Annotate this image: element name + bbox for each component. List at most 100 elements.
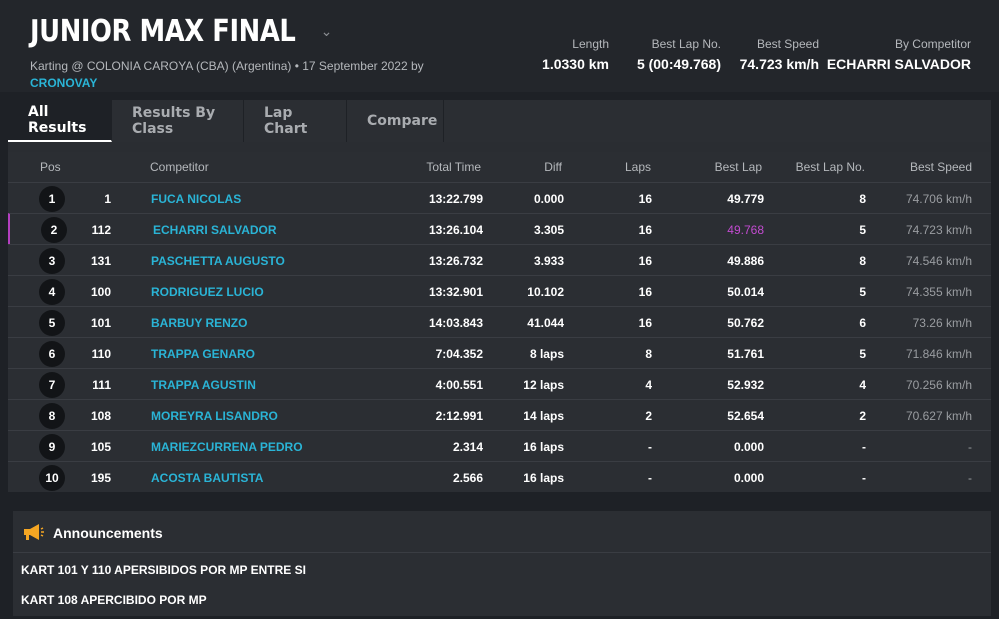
tab-all-results[interactable]: All Results — [8, 100, 112, 142]
title-wrap[interactable]: JUNIOR MAX FINAL ⌄ — [30, 14, 332, 49]
tab-compare[interactable]: Compare — [347, 100, 444, 142]
header-total-time[interactable]: Total Time — [426, 160, 481, 174]
total-time: 14:03.843 — [428, 316, 483, 330]
stat-label: Best Lap No. — [651, 37, 721, 51]
stat-value: 5 (00:49.768) — [636, 56, 721, 72]
competitor-name-link[interactable]: ACOSTA BAUTISTA — [151, 471, 264, 485]
table-row[interactable]: 7 111 TRAPPA AGUSTIN 4:00.551 12 laps 4 52.932… — [8, 368, 991, 399]
announcement-item: KART 101 Y 110 APERSIBIDOS POR MP ENTRE … — [21, 563, 306, 577]
tab-lap-chart[interactable]: Lap Chart — [244, 100, 347, 142]
stat-best-speed: Best Speed 74.723 km/h — [740, 37, 819, 72]
position-badge: 4 — [39, 279, 65, 305]
results-table: Pos Competitor Total Time Diff Laps Best… — [8, 152, 991, 492]
competitor-name-link[interactable]: RODRIGUEZ LUCIO — [151, 285, 264, 299]
table-row[interactable]: 2 112 ECHARRI SALVADOR 13:26.104 3.305 16 49.7… — [8, 213, 991, 244]
competitor-name-link[interactable]: BARBUY RENZO — [151, 316, 248, 330]
best-lap: 49.886 — [727, 254, 764, 268]
competitor-name-link[interactable]: MARIEZCURRENA PEDRO — [151, 440, 303, 454]
announcements-title: Announcements — [53, 525, 163, 541]
position-badge: 3 — [39, 248, 65, 274]
competitor-name-link[interactable]: MOREYRA LISANDRO — [151, 409, 278, 423]
stat-label: Best Speed — [756, 37, 819, 51]
best-lap: 0.000 — [733, 440, 764, 454]
best-lap: 51.761 — [727, 347, 764, 361]
laps: 16 — [638, 254, 652, 268]
competitor-name-link[interactable]: TRAPPA GENARO — [151, 347, 256, 361]
competitor-name-link[interactable]: ECHARRI SALVADOR — [153, 223, 277, 237]
competitor-name-link[interactable]: FUCA NICOLAS — [151, 192, 242, 206]
best-speed: 74.355 km/h — [905, 285, 972, 299]
best-speed: - — [968, 440, 972, 454]
total-time: 4:00.551 — [435, 378, 483, 392]
header-best-speed[interactable]: Best Speed — [909, 160, 972, 174]
diff: 41.044 — [527, 316, 564, 330]
header-competitor[interactable]: Competitor — [150, 160, 209, 174]
best-lap: 50.014 — [727, 285, 764, 299]
kart-number: 131 — [90, 254, 111, 268]
laps: 8 — [645, 347, 652, 361]
position-badge: 2 — [41, 217, 67, 243]
header-pos[interactable]: Pos — [40, 160, 61, 174]
laps: 2 — [645, 409, 652, 423]
diff: 3.933 — [533, 254, 564, 268]
best-lap-no: 8 — [859, 254, 866, 268]
table-row[interactable]: 10 195 ACOSTA BAUTISTA 2.566 16 laps - 0.000 - - — [8, 461, 991, 492]
header-best-lap-no[interactable]: Best Lap No. — [795, 160, 865, 174]
diff: 0.000 — [533, 192, 564, 206]
announcements-header: Announcements — [13, 511, 991, 553]
table-row[interactable]: 8 108 MOREYRA LISANDRO 2:12.991 14 laps 2 52.6… — [8, 399, 991, 430]
tab-divider — [8, 142, 991, 152]
results-tabs: All Results Results By Class Lap Chart C… — [8, 100, 991, 142]
best-speed: 70.627 km/h — [905, 409, 972, 423]
total-time: 13:26.104 — [428, 223, 483, 237]
position-badge: 7 — [39, 372, 65, 398]
megaphone-icon — [24, 524, 44, 540]
best-speed: 74.706 km/h — [905, 192, 972, 206]
best-lap-no: 2 — [859, 409, 866, 423]
diff: 16 laps — [523, 471, 564, 485]
chevron-down-icon[interactable]: ⌄ — [320, 23, 333, 39]
header-diff[interactable]: Diff — [544, 160, 562, 174]
total-time: 13:22.799 — [428, 192, 483, 206]
best-lap: 52.654 — [727, 409, 764, 423]
kart-number: 105 — [90, 440, 111, 454]
total-time: 13:26.732 — [428, 254, 483, 268]
announcements-panel: Announcements KART 101 Y 110 APERSIBIDOS… — [13, 511, 991, 616]
announcement-item: KART 108 APERCIBIDO POR MP — [21, 593, 207, 607]
competitor-name-link[interactable]: TRAPPA AGUSTIN — [151, 378, 256, 392]
diff: 3.305 — [533, 223, 564, 237]
table-header: Pos Competitor Total Time Diff Laps Best… — [8, 152, 991, 182]
competitor-name-link[interactable]: PASCHETTA AUGUSTO — [151, 254, 285, 268]
best-lap-no: - — [862, 471, 866, 485]
best-lap-no: 6 — [859, 316, 866, 330]
position-badge: 5 — [39, 310, 65, 336]
laps: - — [648, 440, 652, 454]
tab-results-by-class[interactable]: Results By Class — [112, 100, 244, 142]
table-row[interactable]: 4 100 RODRIGUEZ LUCIO 13:32.901 10.102 16 50.0… — [8, 275, 991, 306]
table-row[interactable]: 6 110 TRAPPA GENARO 7:04.352 8 laps 8 51.761 5 7… — [8, 337, 991, 368]
diff: 14 laps — [523, 409, 564, 423]
timing-provider-link[interactable]: CRONOVAY — [30, 76, 98, 90]
kart-number: 100 — [90, 285, 111, 299]
table-row[interactable]: 1 1 FUCA NICOLAS 13:22.799 0.000 16 49.779 8 74.… — [8, 182, 991, 213]
total-time: 2:12.991 — [435, 409, 483, 423]
best-lap: 50.762 — [727, 316, 764, 330]
laps: - — [648, 471, 652, 485]
best-speed: 74.546 km/h — [905, 254, 972, 268]
kart-number: 101 — [90, 316, 111, 330]
table-row[interactable]: 3 131 PASCHETTA AUGUSTO 13:26.732 3.933 16 49.… — [8, 244, 991, 275]
kart-number: 110 — [91, 347, 111, 361]
page-title: JUNIOR MAX FINAL — [30, 14, 296, 49]
stat-length: Length 1.0330 km — [542, 37, 609, 72]
header-best-lap[interactable]: Best Lap — [714, 160, 762, 174]
stat-label: Length — [572, 37, 609, 51]
best-lap: 0.000 — [733, 471, 764, 485]
kart-number: 111 — [92, 378, 111, 392]
header-laps[interactable]: Laps — [624, 160, 651, 174]
table-row[interactable]: 9 105 MARIEZCURRENA PEDRO 2.314 16 laps - 0.00… — [8, 430, 991, 461]
table-row[interactable]: 5 101 BARBUY RENZO 14:03.843 41.044 16 50.762 6… — [8, 306, 991, 337]
event-subtitle: Karting @ COLONIA CAROYA (CBA) (Argentin… — [30, 58, 450, 92]
stat-label: By Competitor — [894, 37, 971, 51]
total-time: 2.314 — [452, 440, 483, 454]
kart-number: 195 — [90, 471, 111, 485]
